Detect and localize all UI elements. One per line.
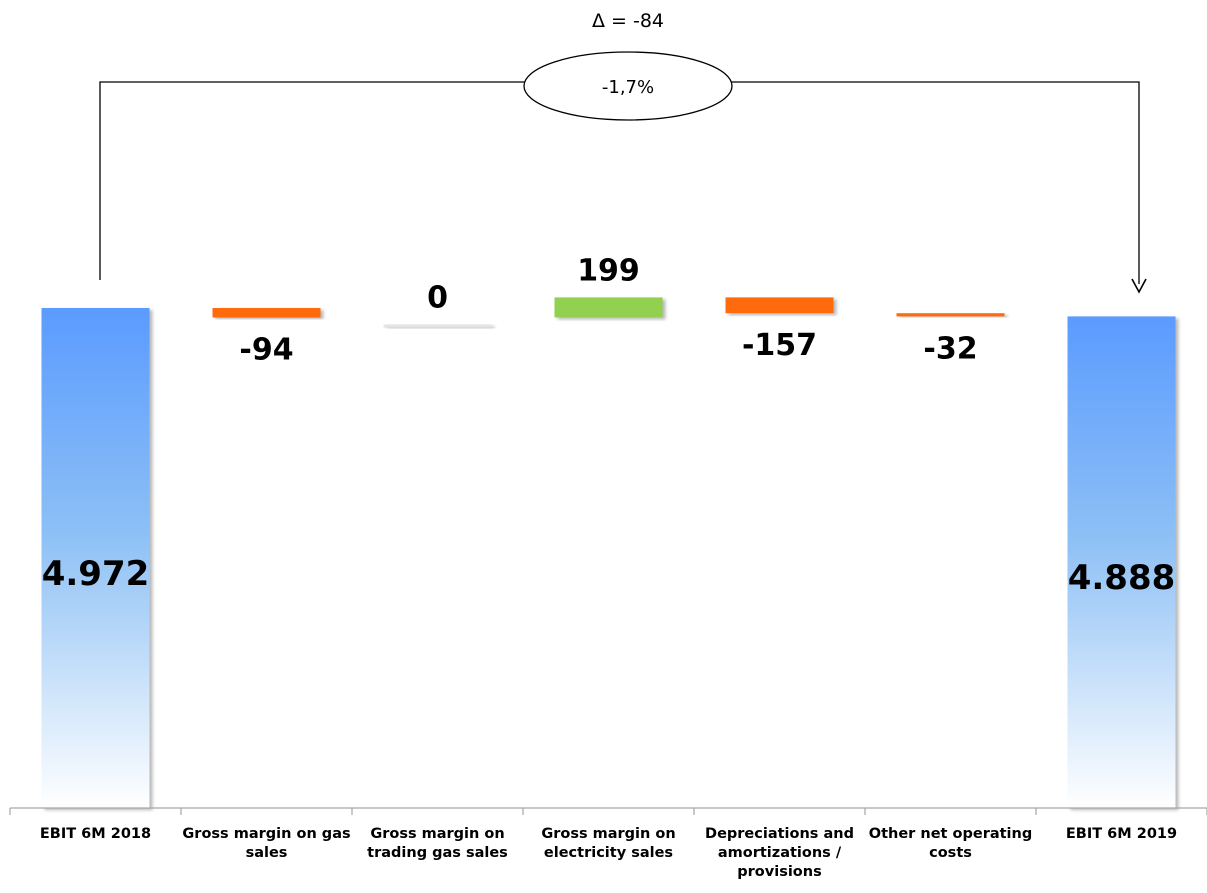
data-labels-layer: 4.972 -94 0 199 -157 -32 4.888 <box>42 253 1176 598</box>
delta-annotation-text: Δ = -84 <box>592 10 664 32</box>
category-label-1: Gross margin on gas sales <box>182 826 350 861</box>
bar-5 <box>896 313 1005 317</box>
data-label-6: 4.888 <box>1068 558 1176 598</box>
percent-ellipse <box>523 51 733 121</box>
data-label-0: 4.972 <box>42 554 150 594</box>
bar-6 <box>1067 316 1176 808</box>
data-label-2: 0 <box>427 281 448 316</box>
data-label-4: -157 <box>742 328 817 363</box>
category-label-5: Other net operating costs <box>869 826 1032 861</box>
bar-2 <box>383 324 492 328</box>
percent-annotation: -1,7% <box>602 77 654 98</box>
bar-0 <box>41 308 150 808</box>
bars-layer <box>41 297 1176 808</box>
category-label-6: EBIT 6M 2019 <box>1066 826 1177 842</box>
bar-3 <box>554 297 663 318</box>
category-labels-layer: EBIT 6M 2018 Gross margin on gas sales Gros… <box>40 826 1177 880</box>
category-label-4: Depreciations and amortizations / provisio… <box>705 826 854 880</box>
data-label-1: -94 <box>239 333 293 368</box>
delta-connector-line <box>99 81 525 280</box>
arrow-head-icon <box>1131 278 1147 294</box>
category-label-2: Gross margin on trading gas sales <box>367 826 508 861</box>
bar-1 <box>212 308 321 318</box>
delta-connector-line-right <box>731 81 1140 284</box>
data-label-3: 199 <box>577 253 640 288</box>
category-label-3: Gross margin on electricity sales <box>541 826 675 861</box>
data-label-5: -32 <box>923 331 977 366</box>
x-axis <box>9 807 1207 815</box>
delta-annotation: -1,7% Δ = -84 <box>99 10 1147 294</box>
bar-4 <box>725 297 834 314</box>
category-label-0: EBIT 6M 2018 <box>40 826 151 842</box>
